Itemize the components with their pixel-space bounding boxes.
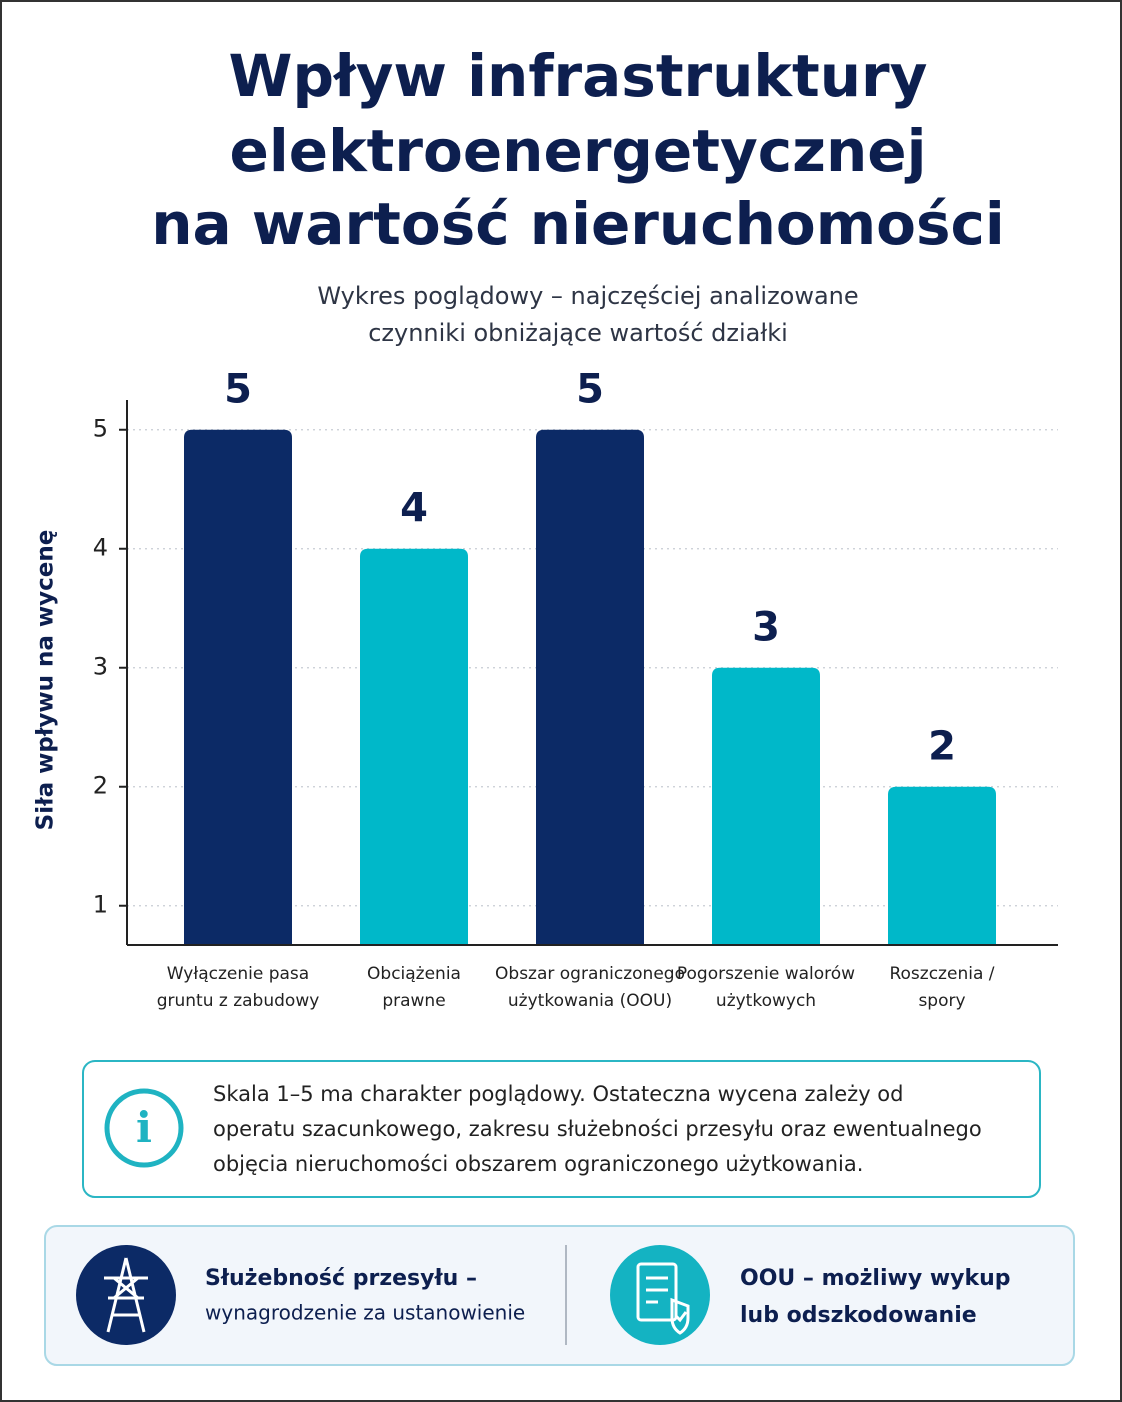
x-tick-label: Roszczenia / [889, 964, 994, 984]
features-box [44, 1225, 1075, 1366]
feature-line: Służebność przesyłu – [205, 1266, 477, 1291]
x-tick-label: użytkowania (OOU) [508, 991, 672, 1011]
y-axis-label: Siła wpływu na wycenę [33, 530, 59, 831]
info-text: Skala 1–5 ma charakter poglądowy. Ostate… [213, 1082, 982, 1176]
features-text: Służebność przesyłu – wynagrodzenie za u… [205, 1266, 1011, 1328]
plot: 1 2 3 4 5 Wyłączenie pasa gruntu z zabudowy 5 Ob… [93, 367, 1058, 1011]
subtitle-line: czynniki obniżające wartość działki [368, 319, 788, 347]
info-icon-glyph: i [136, 1103, 152, 1152]
x-tick-label: prawne [382, 991, 445, 1011]
document-icon [610, 1245, 710, 1345]
info-icon [104, 1088, 184, 1168]
bar [536, 429, 644, 945]
bar [360, 548, 468, 945]
y-tick-label: 4 [93, 534, 108, 562]
title: Wpływ infrastruktury elektroenergetyczne… [151, 42, 1005, 258]
value-label: 2 [928, 724, 956, 770]
y-tick-label: 5 [93, 415, 108, 443]
value-label: 5 [576, 367, 604, 413]
value-label: 3 [752, 605, 780, 651]
tower-icon [76, 1245, 176, 1345]
x-tick-label: spory [918, 991, 965, 1011]
x-tick-label: Obciążenia [367, 964, 461, 984]
x-tick-label: Obszar ograniczonego [495, 964, 685, 984]
x-tick-label: gruntu z zabudowy [157, 991, 320, 1011]
feature-line: wynagrodzenie za ustanowienie [205, 1301, 525, 1325]
y-tick-label: 3 [93, 653, 108, 681]
info-line: operatu szacunkowego, zakresu służebnośc… [213, 1117, 982, 1141]
title-line: Wpływ infrastruktury [229, 42, 928, 110]
tower-glyph [104, 1257, 148, 1333]
value-label: 5 [224, 367, 252, 413]
bar [888, 786, 996, 945]
bar [712, 667, 820, 945]
feature-line: OOU – możliwy wykup [740, 1266, 1011, 1291]
subtitle: Wykres poglądowy – najczęściej analizowa… [317, 282, 858, 347]
value-label: 4 [400, 486, 428, 532]
x-tick-label: Wyłączenie pasa [167, 964, 309, 984]
x-tick-label: użytkowych [716, 991, 816, 1011]
info-line: objęcia nieruchomości obszarem ograniczo… [213, 1152, 863, 1176]
x-tick-label: Pogorszenie walorów [677, 964, 855, 984]
feature-line: lub odszkodowanie [740, 1303, 977, 1328]
info-line: Skala 1–5 ma charakter poglądowy. Ostate… [213, 1082, 904, 1106]
title-line: na wartość nieruchomości [151, 190, 1005, 258]
bar [184, 429, 292, 945]
y-tick-label: 1 [93, 891, 108, 919]
title-line: elektroenergetycznej [230, 117, 927, 185]
info-box [82, 1060, 1041, 1198]
subtitle-line: Wykres poglądowy – najczęściej analizowa… [317, 282, 858, 310]
y-tick-label: 2 [93, 772, 108, 800]
document-glyph [636, 1262, 690, 1335]
